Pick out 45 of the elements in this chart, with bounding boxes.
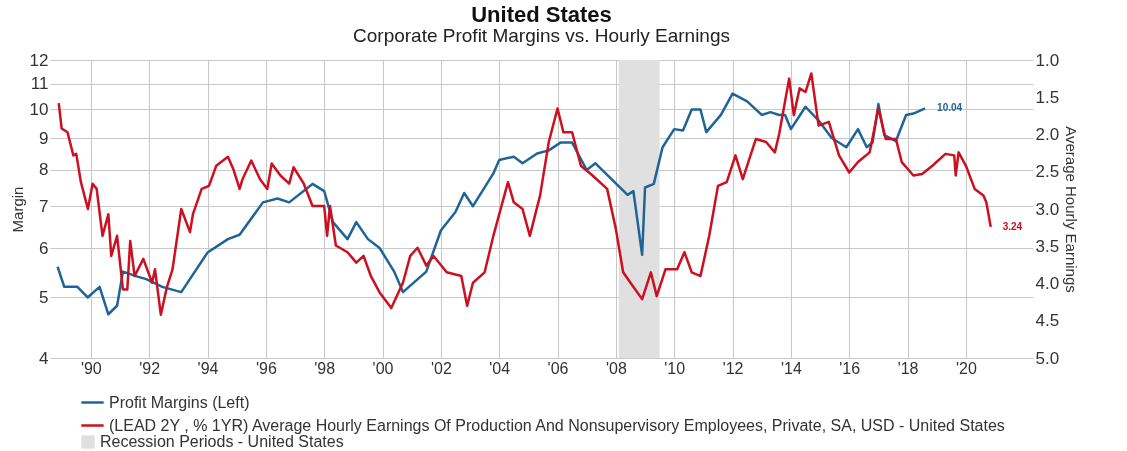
y2-tick-label: 4.5 — [1035, 311, 1060, 331]
x-tick-label: '10 — [664, 359, 686, 377]
y2-tick-label: 4.0 — [1035, 274, 1060, 293]
y2-tick-label: 2.0 — [1035, 125, 1060, 144]
chart-subtitle: Corporate Profit Margins vs. Hourly Earnings — [353, 25, 730, 46]
x-tick-label: '94 — [197, 359, 219, 377]
x-tick-label: '20 — [955, 359, 977, 377]
y-tick-label: 10 — [29, 99, 49, 119]
x-tick-label: '18 — [897, 359, 919, 377]
x-tick-label: '90 — [80, 359, 102, 377]
x-tick-label: '16 — [839, 359, 861, 377]
legend-label: (LEAD 2Y , % 1YR) Average Hourly Earnings Of Production And Nonsupervisory Employees, Private, SA, USD - United States — [109, 416, 1005, 434]
line-series — [57, 72, 992, 317]
y2-tick-label: 3.0 — [1035, 199, 1060, 219]
x-tick-label: '06 — [547, 359, 569, 377]
y2-axis-title: Average Hourly Earnings — [1063, 126, 1081, 293]
data-label: 10.04 — [937, 102, 963, 114]
line-series — [56, 92, 927, 316]
x-tick-label: '00 — [372, 359, 394, 377]
y-tick-label: 11 — [30, 74, 49, 94]
x-tick-label: '08 — [605, 359, 627, 377]
y-tick-label: 4 — [39, 348, 49, 368]
y2-tick-label: 3.5 — [1035, 236, 1060, 256]
x-tick-label: '02 — [430, 359, 452, 377]
y-tick-label: 7 — [39, 196, 49, 216]
y-tick-label: 8 — [39, 160, 49, 180]
x-tick-label: '12 — [722, 359, 744, 377]
x-tick-label: '98 — [314, 359, 336, 377]
y-axis-title: Margin — [8, 186, 26, 233]
y2-tick-label: 1.5 — [1035, 87, 1060, 107]
x-tick-label: '14 — [780, 359, 802, 377]
chart-title: United States — [471, 2, 612, 27]
y-tick-label: 12 — [29, 50, 49, 70]
x-tick-label: '04 — [489, 359, 511, 377]
x-tick-label: '96 — [255, 359, 277, 377]
y-tick-label: 6 — [39, 238, 49, 258]
y2-tick-label: 5.0 — [1035, 348, 1060, 368]
legend-label: Recession Periods - United States — [100, 433, 344, 450]
y2-tick-label: 1.0 — [1035, 50, 1060, 70]
y2-tick-label: 2.5 — [1035, 162, 1060, 182]
data-label: 3.24 — [1002, 220, 1023, 232]
y-tick-label: 5 — [39, 287, 49, 307]
legend-label: Profit Margins (Left) — [109, 393, 250, 411]
y-tick-label: 9 — [39, 128, 49, 148]
x-tick-label: '92 — [139, 359, 161, 377]
